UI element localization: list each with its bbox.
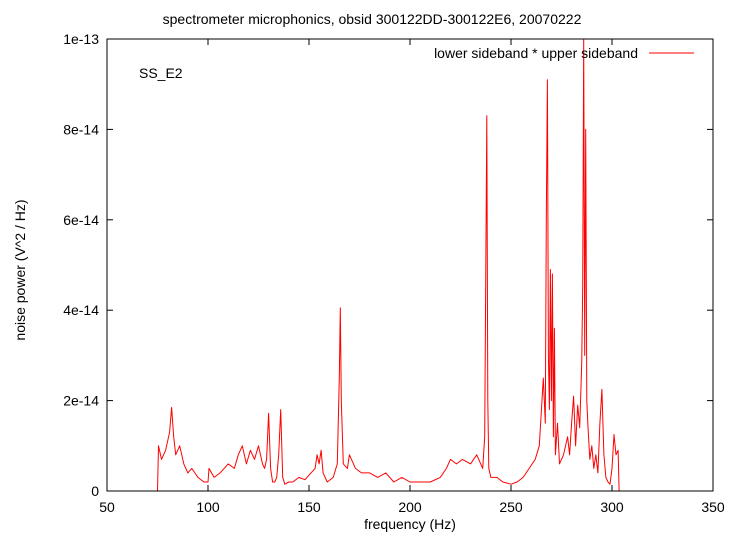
x-tick-label: 50 (99, 499, 115, 515)
y-tick-label: 0 (91, 483, 99, 499)
x-tick-label: 300 (600, 499, 624, 515)
x-tick-label: 150 (297, 499, 321, 515)
x-tick-label: 100 (196, 499, 220, 515)
x-tick-label: 200 (398, 499, 422, 515)
annotation-ss-e2: SS_E2 (139, 65, 183, 81)
x-ticks: 50 100 150 200 250 300 350 (99, 39, 725, 515)
y-tick-label: 4e-14 (63, 302, 99, 318)
y-tick-label: 8e-14 (63, 121, 99, 137)
x-tick-label: 250 (499, 499, 523, 515)
y-tick-label: 2e-14 (63, 393, 99, 409)
y-tick-label: 6e-14 (63, 212, 99, 228)
x-axis-label: frequency (Hz) (364, 516, 456, 532)
plot-frame (106, 38, 714, 492)
y-axis-label: noise power (V^2 / Hz) (12, 199, 28, 340)
legend: lower sideband * upper sideband (434, 45, 694, 61)
series-group (107, 38, 713, 492)
chart-title: spectrometer microphonics, obsid 300122D… (163, 11, 582, 27)
y-ticks: 0 2e-14 4e-14 6e-14 8e-14 1e-13 (63, 31, 713, 499)
x-tick-label: 350 (701, 499, 725, 515)
y-tick-label: 1e-13 (63, 31, 99, 47)
series-line (107, 38, 713, 492)
legend-label: lower sideband * upper sideband (434, 45, 638, 61)
